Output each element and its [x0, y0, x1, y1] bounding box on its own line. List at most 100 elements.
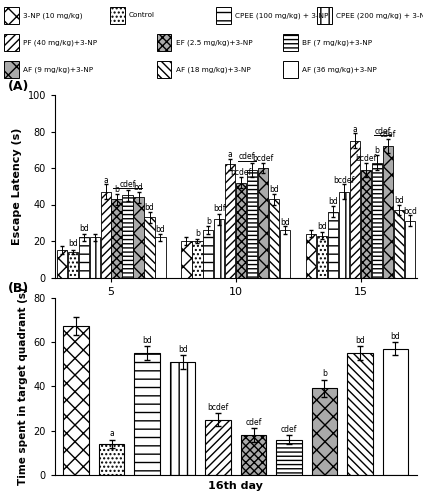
Bar: [170, 362, 195, 475]
Text: b: b: [206, 216, 211, 226]
Text: AF (18 mg/kg)+3-NP: AF (18 mg/kg)+3-NP: [176, 66, 250, 73]
Bar: [328, 212, 338, 278]
Text: bd: bd: [156, 225, 165, 234]
Bar: [155, 238, 165, 278]
Text: a: a: [228, 150, 233, 159]
Bar: [317, 236, 327, 278]
Text: bd: bd: [269, 184, 279, 194]
Text: (A): (A): [8, 80, 29, 92]
Text: cdef: cdef: [281, 424, 297, 434]
Text: a: a: [103, 176, 108, 184]
Bar: [361, 170, 371, 278]
Text: bcd: bcd: [403, 206, 417, 216]
Bar: [306, 234, 316, 278]
Text: 3-NP (10 mg/kg): 3-NP (10 mg/kg): [23, 12, 83, 18]
Bar: [192, 241, 203, 278]
Text: b: b: [195, 230, 200, 238]
Text: CPEE (100 mg/kg) + 3-NP: CPEE (100 mg/kg) + 3-NP: [235, 12, 328, 18]
Bar: [236, 182, 247, 278]
Bar: [157, 34, 171, 51]
Text: bd: bd: [134, 183, 143, 192]
Text: bd: bd: [142, 336, 152, 345]
Bar: [350, 140, 360, 278]
Text: bcdef: bcdef: [231, 168, 252, 177]
Text: EF (2.5 mg/kg)+3-NP: EF (2.5 mg/kg)+3-NP: [176, 40, 252, 46]
Text: bcdef: bcdef: [333, 176, 355, 184]
Text: PF (40 mg/kg)+3-NP: PF (40 mg/kg)+3-NP: [23, 40, 97, 46]
Text: (B): (B): [8, 282, 29, 295]
Bar: [383, 348, 408, 475]
Bar: [144, 218, 155, 278]
Text: bd: bd: [328, 198, 338, 206]
Bar: [68, 252, 78, 278]
Bar: [112, 199, 122, 278]
Text: cdef: cdef: [380, 130, 396, 139]
Text: AF (36 mg/kg)+3-NP: AF (36 mg/kg)+3-NP: [302, 66, 377, 73]
Bar: [4, 7, 19, 24]
Bar: [214, 219, 225, 278]
Bar: [99, 444, 124, 475]
Text: CPEE (200 mg/kg) + 3-NP: CPEE (200 mg/kg) + 3-NP: [336, 12, 423, 18]
Bar: [133, 197, 144, 278]
Bar: [90, 238, 100, 278]
Bar: [283, 34, 298, 51]
Bar: [4, 34, 19, 51]
Y-axis label: Escape Latency (s): Escape Latency (s): [12, 128, 22, 245]
Text: bd: bd: [280, 218, 290, 226]
Text: b: b: [114, 184, 119, 194]
Bar: [101, 192, 111, 278]
Bar: [247, 170, 257, 278]
Bar: [123, 196, 133, 278]
Text: bd: bd: [390, 332, 400, 340]
Bar: [383, 146, 393, 278]
Text: a: a: [110, 429, 114, 438]
Text: Control: Control: [129, 12, 155, 18]
Text: bd: bd: [355, 336, 365, 345]
Text: AF (9 mg/kg)+3-NP: AF (9 mg/kg)+3-NP: [23, 66, 93, 73]
Bar: [79, 238, 89, 278]
Bar: [203, 230, 214, 278]
Bar: [4, 61, 19, 78]
Bar: [317, 7, 332, 24]
Text: cdef: cdef: [239, 152, 255, 161]
Text: bd: bd: [79, 224, 88, 233]
Bar: [347, 353, 373, 475]
Bar: [283, 61, 298, 78]
Bar: [157, 61, 171, 78]
Bar: [372, 162, 382, 278]
Bar: [312, 388, 337, 475]
Text: bd: bd: [317, 222, 327, 231]
Y-axis label: Time spent in target quadrant (s): Time spent in target quadrant (s): [18, 288, 28, 485]
Text: bcdef: bcdef: [253, 154, 274, 162]
Text: bcdef: bcdef: [207, 402, 229, 411]
Bar: [405, 221, 415, 278]
Text: bdf: bdf: [213, 204, 225, 213]
X-axis label: 16th day: 16th day: [209, 480, 263, 490]
Bar: [181, 241, 192, 278]
Text: BF (7 mg/kg)+3-NP: BF (7 mg/kg)+3-NP: [302, 40, 373, 46]
Text: bd: bd: [145, 203, 154, 212]
Text: b: b: [374, 146, 379, 156]
Text: cdef: cdef: [119, 180, 136, 188]
Bar: [57, 250, 67, 278]
Bar: [225, 164, 236, 278]
Bar: [135, 353, 160, 475]
Bar: [394, 210, 404, 278]
Bar: [110, 7, 125, 24]
Text: bd: bd: [68, 240, 77, 248]
Text: bd: bd: [394, 196, 404, 204]
Bar: [339, 192, 349, 278]
Text: bcdef: bcdef: [355, 154, 376, 162]
Bar: [205, 420, 231, 475]
Bar: [269, 199, 279, 278]
Bar: [241, 435, 266, 475]
Bar: [63, 326, 89, 475]
Text: cdef: cdef: [245, 418, 262, 427]
X-axis label: Days: Days: [221, 302, 251, 312]
Bar: [280, 230, 290, 278]
Text: cdef: cdef: [374, 126, 391, 136]
Text: b: b: [322, 370, 327, 378]
Bar: [216, 7, 231, 24]
Text: bd: bd: [178, 345, 187, 354]
Bar: [258, 168, 268, 278]
